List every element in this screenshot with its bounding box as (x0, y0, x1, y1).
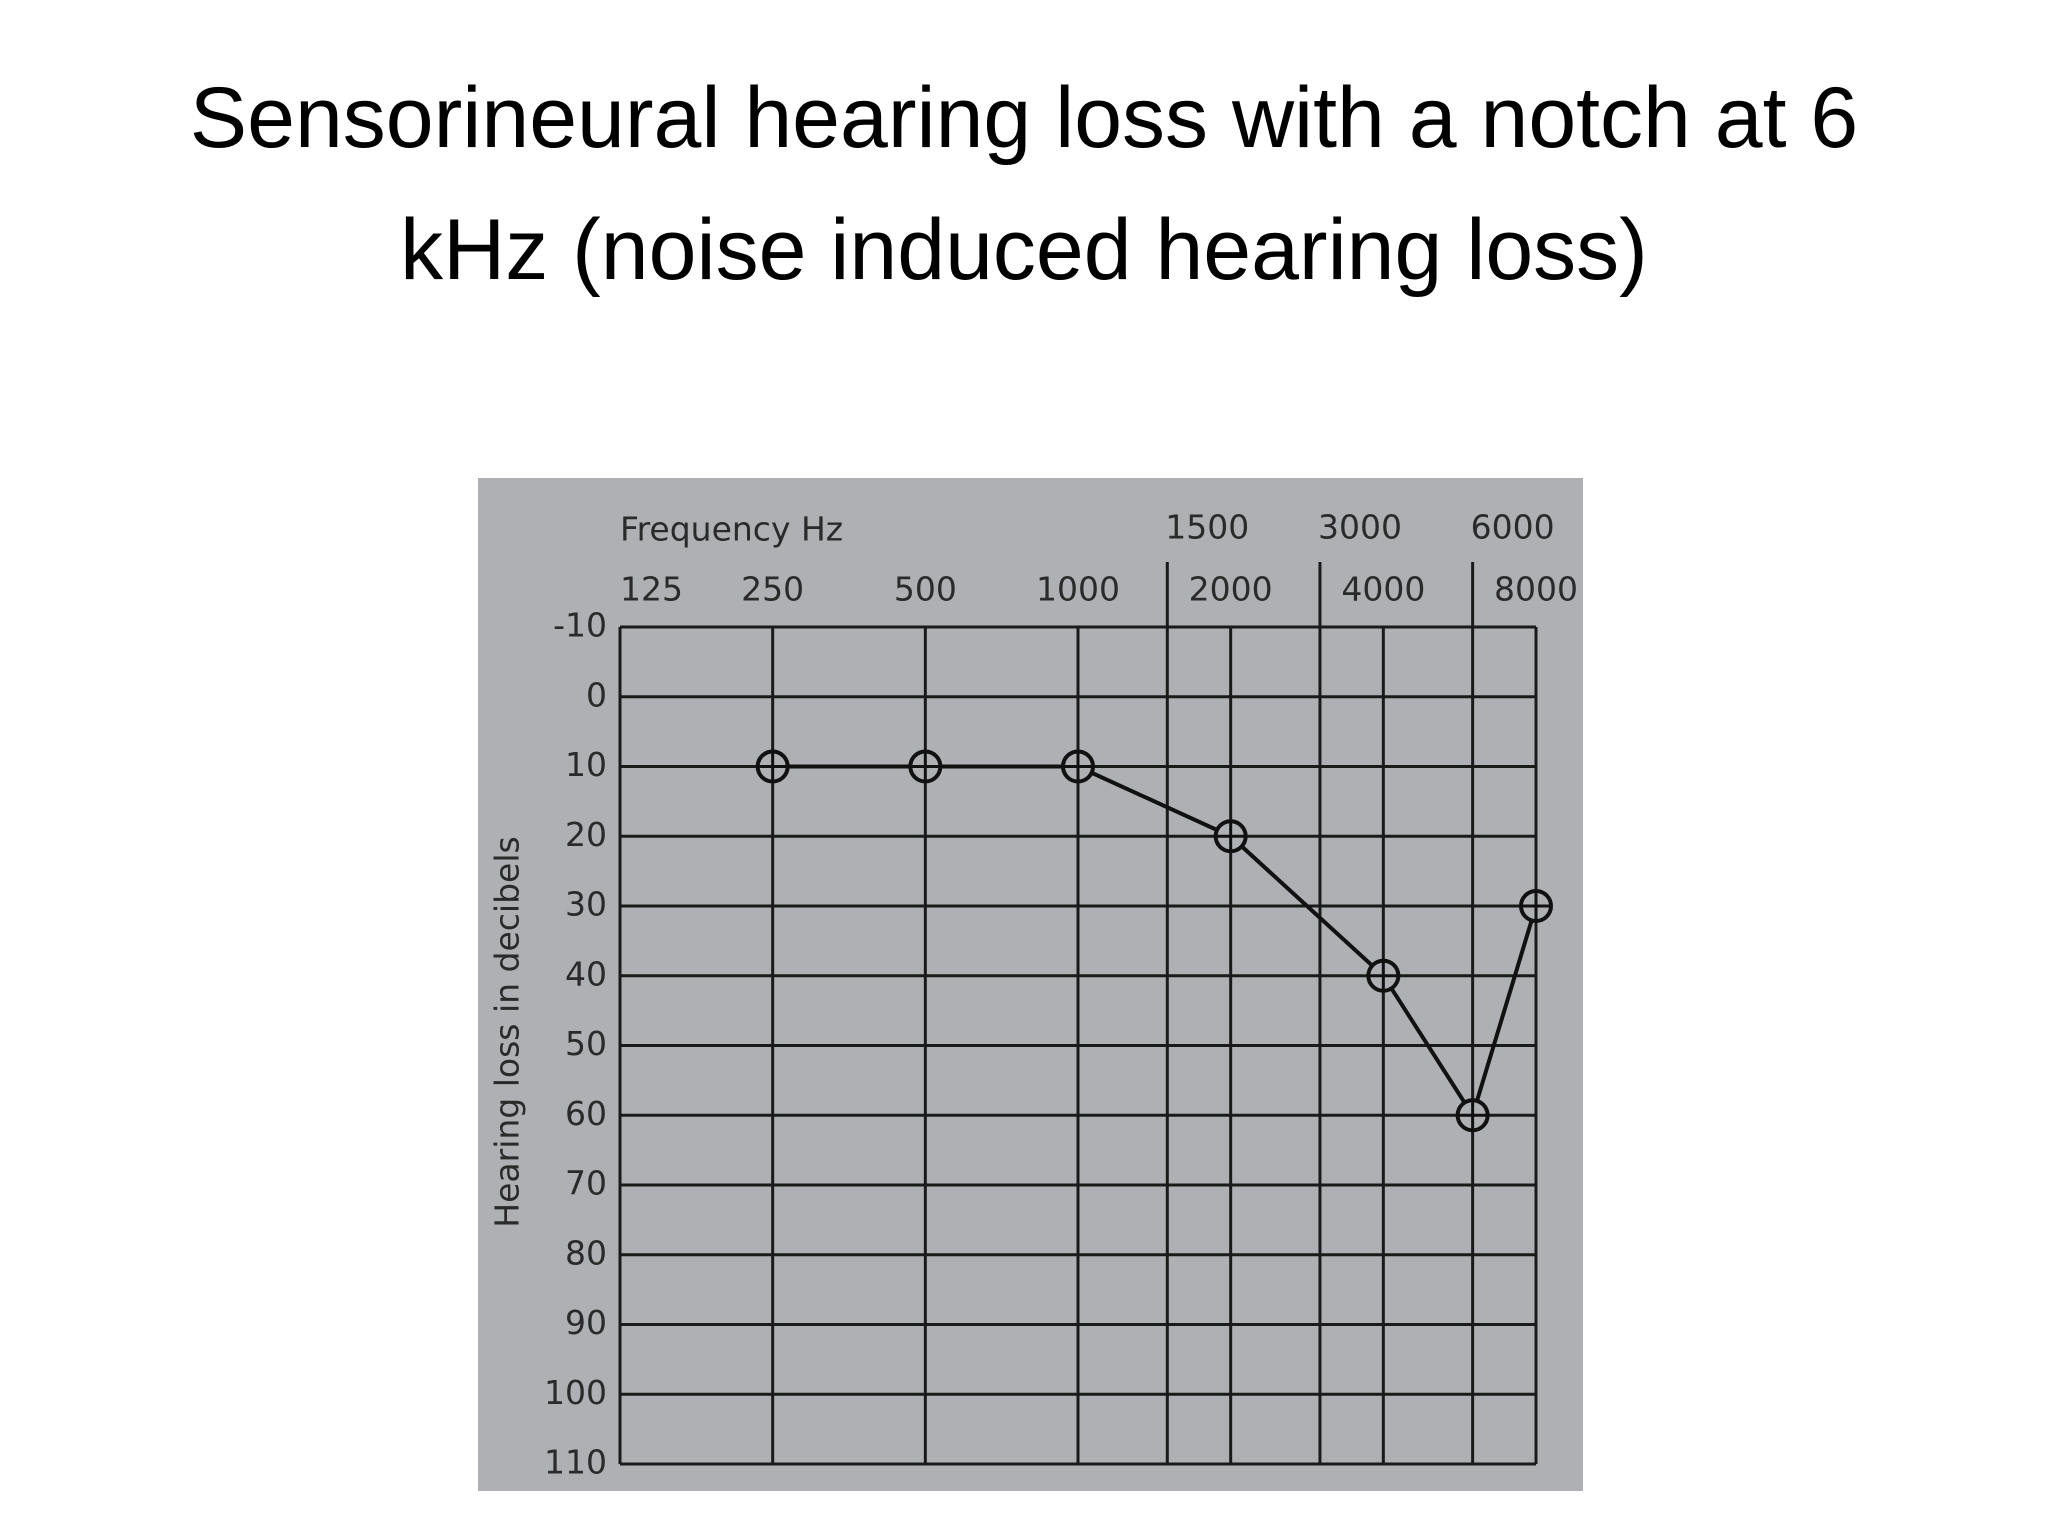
data-point-cross (757, 751, 788, 782)
y-tick-label: 90 (565, 1303, 607, 1342)
data-point-cross (1521, 891, 1551, 921)
x-tick-label: 8000 (1494, 570, 1578, 609)
x-tick-label: 4000 (1341, 570, 1425, 609)
x-tick-label: 125 (620, 570, 683, 609)
y-tick-label: 70 (565, 1164, 607, 1203)
y-tick-label: 40 (565, 954, 607, 993)
y-tick-label: 30 (565, 885, 607, 924)
data-point-cross (1063, 751, 1093, 782)
y-axis-label: Hearing loss in decibels (488, 836, 527, 1227)
y-tick-label: 60 (565, 1094, 607, 1133)
y-tick-label: -10 (553, 606, 607, 645)
y-tick-label: 10 (565, 745, 607, 784)
x-tick-label-top: 6000 (1471, 508, 1555, 547)
y-tick-label: 0 (586, 675, 607, 714)
x-tick-label: 500 (894, 570, 957, 609)
y-tick-label: 100 (544, 1373, 607, 1412)
x-tick-label-top: 1500 (1165, 508, 1249, 547)
y-tick-label: 20 (565, 815, 607, 854)
chart-background (478, 478, 1583, 1491)
data-point-cross (1457, 1100, 1488, 1131)
x-tick-label: 2000 (1189, 570, 1273, 609)
data-point-cross (1368, 960, 1399, 991)
y-tick-label: 50 (565, 1024, 607, 1063)
data-point-cross (910, 751, 941, 782)
x-tick-label-top: 3000 (1318, 508, 1402, 547)
x-tick-label: 1000 (1036, 570, 1120, 609)
slide-title: Sensorineural hearing loss with a notch … (189, 70, 1859, 298)
x-axis-label: Frequency Hz (620, 510, 843, 549)
data-point-cross (1215, 821, 1246, 852)
y-tick-label: 110 (544, 1443, 607, 1482)
y-tick-label: 80 (565, 1233, 607, 1272)
x-tick-label: 250 (741, 570, 804, 609)
